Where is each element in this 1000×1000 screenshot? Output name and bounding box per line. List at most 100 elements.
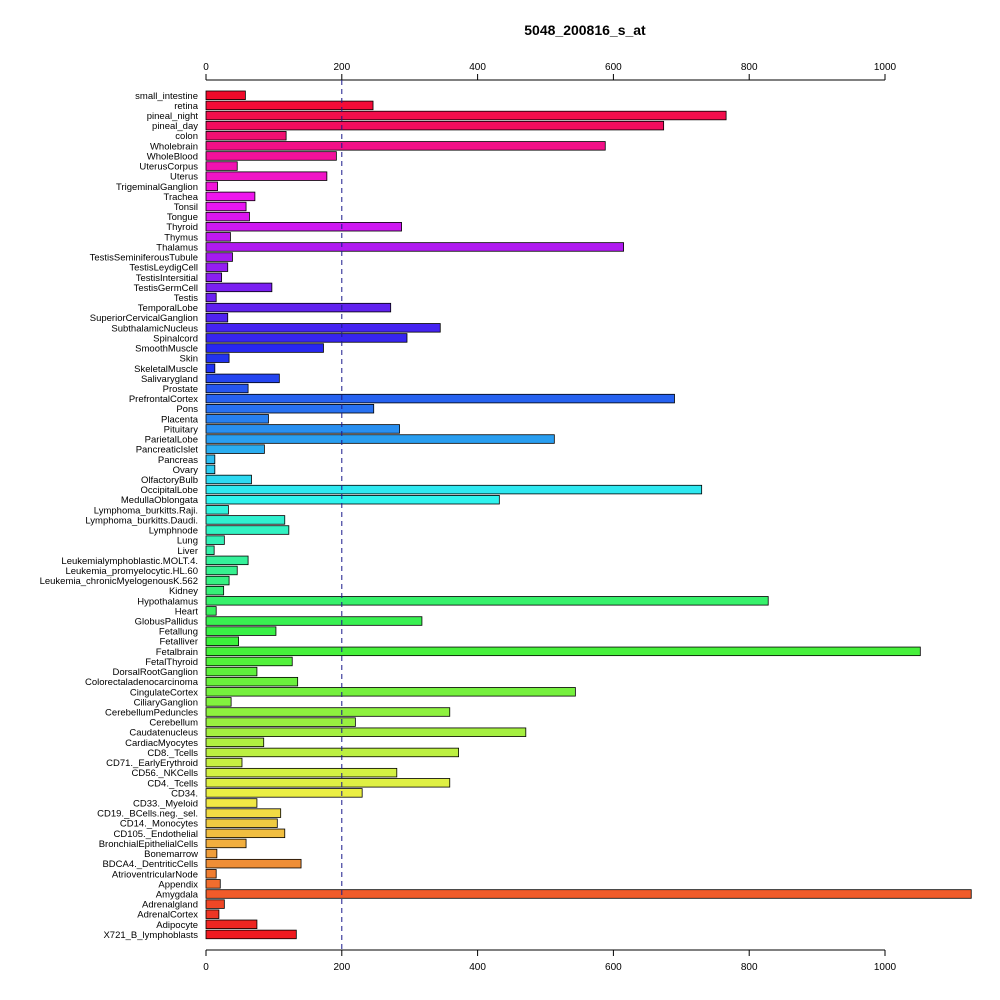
bar-TemporalLobe (205, 302, 392, 313)
bar-Thalamus (205, 242, 624, 252)
category-label: Salivarygland (141, 374, 198, 385)
bar-TestisLeydigCell (205, 262, 229, 272)
bar-Ovary (205, 464, 216, 475)
bar-CingulateCortex (205, 687, 576, 697)
bar-colon (205, 131, 287, 141)
bar-Lymphnode (205, 525, 290, 535)
bar-Spinalcord (205, 333, 408, 343)
category-label: BDCA4._DentriticCells (102, 859, 198, 870)
bar-Fetallung (205, 626, 277, 636)
category-label: OccipitalLobe (140, 485, 198, 496)
category-label: AtrioventricularNode (112, 869, 198, 880)
category-label: Pituitary (164, 424, 199, 435)
bottom-tick-label: 1000 (874, 962, 897, 973)
category-label: Trachea (164, 192, 199, 203)
category-label: Colorectaladenocarcinoma (85, 677, 199, 688)
category-label: pineal_night (147, 111, 199, 122)
category-label: TestisLeydigCell (129, 263, 198, 274)
bottom-x-axis: 0 200 400 600 800 1000 (203, 949, 897, 973)
category-label: OlfactoryBulb (141, 475, 198, 486)
category-label: Cerebellum (149, 718, 198, 729)
chart-title: 5048_200816_s_at (524, 22, 646, 38)
category-label: TestisSeminiferousTubule (90, 253, 198, 264)
bar-small_intestine (205, 90, 246, 101)
bar-Colorectaladenocarcinoma (205, 676, 299, 687)
category-label: Thymus (164, 232, 198, 243)
bar-Prostate (205, 383, 249, 394)
bar-Pons (205, 404, 375, 414)
category-label: colon (175, 131, 198, 142)
bar-CD71._EarlyErythroid (205, 757, 243, 768)
bar-Tongue (205, 211, 250, 222)
category-label: SkeletalMuscle (134, 364, 198, 375)
category-label: Liver (177, 546, 198, 557)
category-label: Caudatenucleus (129, 728, 198, 739)
category-label: Thyroid (166, 222, 198, 233)
bar-Leukemia_chronicMyelogenousK.562 (205, 575, 230, 586)
bar-CiliaryGanglion (205, 697, 232, 707)
bar-SkeletalMuscle (205, 363, 216, 373)
bottom-tick-label: 600 (605, 962, 622, 973)
bar-Lymphoma_burkitts.Raji. (205, 505, 229, 515)
top-tick-label: 0 (203, 62, 209, 73)
category-label: FetalThyroid (145, 657, 198, 668)
bar-Leukemialymphoblastic.MOLT.4. (205, 555, 249, 566)
bar-Salivarygland (205, 373, 280, 384)
category-label: CD4._Tcells (147, 778, 198, 789)
category-label: Testis (174, 293, 199, 304)
category-label: Appendix (158, 879, 198, 890)
bar-CerebellumPeduncles (205, 707, 451, 717)
bar-Appendix (205, 879, 221, 889)
bar-CD4._Tcells (205, 778, 451, 788)
bar-CD8._Tcells (205, 747, 459, 758)
bar-Adrenalgland (205, 899, 225, 909)
category-label: CD8._Tcells (147, 748, 198, 759)
bar-GlobusPallidus (205, 616, 423, 626)
bar-CD34. (205, 788, 363, 798)
bottom-tick-label: 0 (203, 962, 209, 973)
category-label: Prostate (163, 384, 198, 395)
bar-Trachea (205, 191, 256, 202)
category-label: CD14._Monocytes (120, 819, 198, 830)
bar-Adipocyte (205, 919, 258, 930)
category-label: CD33._Myeloid (133, 799, 198, 810)
category-label: TestisGermCell (134, 283, 198, 294)
bar-Thyroid (205, 222, 402, 232)
bar-CD33._Myeloid (205, 798, 258, 808)
bar-Caudatenucleus (205, 727, 527, 737)
category-label: Tonsil (174, 202, 198, 213)
category-label: Lymphnode (149, 526, 198, 537)
top-tick-label: 200 (333, 62, 350, 73)
bar-Placenta (205, 414, 269, 424)
category-label: CD34. (171, 788, 198, 799)
category-label: Kidney (169, 586, 198, 597)
bars-group (205, 90, 972, 940)
bar-Tonsil (205, 201, 247, 212)
category-label: Wholebrain (150, 141, 198, 152)
category-label: Heart (175, 606, 199, 617)
category-labels-group: small_intestineretinapineal_nightpineal_… (40, 91, 199, 941)
category-label: Uterus (170, 172, 198, 183)
bar-Testis (205, 292, 217, 303)
top-tick-label: 600 (605, 62, 622, 73)
bar-Lymphoma_burkitts.Daudi. (205, 515, 286, 525)
bar-Uterus (205, 171, 328, 181)
bar-BDCA4._DentriticCells (205, 858, 302, 869)
bar-Heart (205, 606, 217, 616)
category-label: CingulateCortex (130, 687, 198, 698)
bar-Hypothalamus (205, 596, 769, 606)
bar-CD105._Endothelial (205, 828, 286, 839)
bar-Bonemarrow (205, 848, 218, 859)
category-label: CD71._EarlyErythroid (106, 758, 198, 769)
bar-pineal_night (205, 110, 727, 121)
category-label: ParietalLobe (145, 435, 198, 446)
bar-ParietalLobe (205, 434, 555, 444)
bar-CD56._NKCells (205, 767, 398, 778)
bar-Lung (205, 535, 225, 545)
bar-SuperiorCervicalGanglion (205, 313, 229, 323)
category-label: small_intestine (135, 91, 198, 102)
category-label: Pons (176, 404, 198, 415)
category-label: Adrenalgland (142, 900, 198, 911)
bar-Thymus (205, 232, 231, 242)
category-label: pineal_day (152, 121, 198, 132)
